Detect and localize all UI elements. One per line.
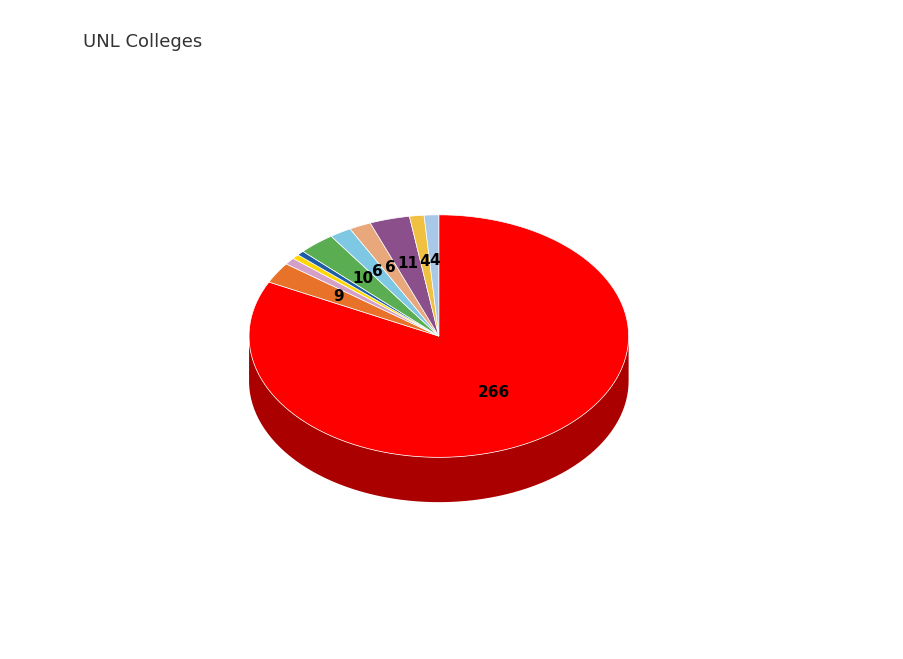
Text: 4: 4 <box>419 254 430 269</box>
Polygon shape <box>370 216 438 336</box>
Polygon shape <box>424 215 438 336</box>
Polygon shape <box>303 236 438 336</box>
Text: UNL Colleges: UNL Colleges <box>83 33 202 51</box>
Text: 6: 6 <box>372 264 383 279</box>
Polygon shape <box>409 215 438 336</box>
Polygon shape <box>249 215 628 457</box>
Polygon shape <box>249 335 628 502</box>
Polygon shape <box>293 255 438 336</box>
Text: 6: 6 <box>384 260 395 275</box>
Polygon shape <box>268 264 438 336</box>
Polygon shape <box>286 258 438 336</box>
Polygon shape <box>349 223 438 336</box>
Text: 4: 4 <box>428 254 439 268</box>
Text: 10: 10 <box>352 271 373 286</box>
Text: 9: 9 <box>333 289 343 304</box>
Polygon shape <box>298 251 438 336</box>
Polygon shape <box>330 229 438 336</box>
Text: 266: 266 <box>477 386 509 400</box>
Text: 11: 11 <box>397 256 418 271</box>
